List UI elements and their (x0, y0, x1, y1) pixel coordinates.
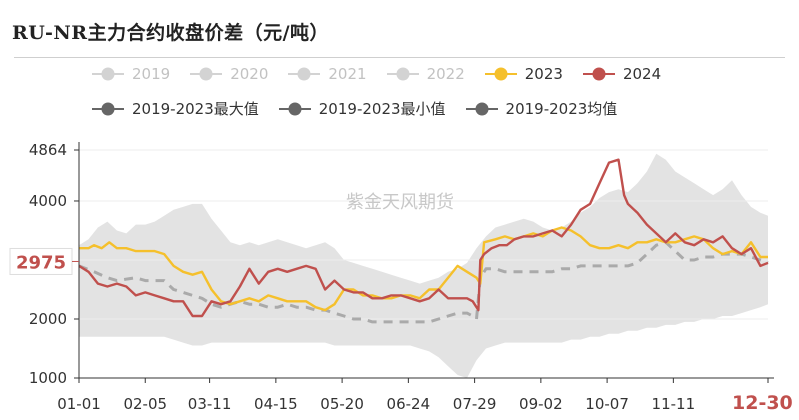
legend-item-2021[interactable]: 2021 (288, 65, 367, 83)
x-tick-label: 04-15 (254, 395, 298, 413)
legend-marker-icon (278, 102, 311, 115)
legend-marker-icon (92, 67, 124, 81)
legend-label: 2020 (230, 65, 269, 83)
legend-item-2022[interactable]: 2022 (386, 65, 465, 83)
x-tick-label: 09-02 (519, 395, 563, 413)
legend-row-years: 2019 2020 2021 2022 2023 2024 (92, 65, 681, 83)
legend-marker-icon (190, 67, 223, 81)
current-value-label: 2975 (16, 252, 66, 273)
axis-layer: 1000 2000 4000 4864 2975 01-01 02-05 03-11 04-15… (9, 141, 793, 414)
legend-label: 2019 (132, 65, 171, 83)
x-tick-label: 10-07 (585, 395, 629, 413)
legend-label: 2019-2023最大值 (132, 100, 259, 118)
legend-marker-icon (582, 67, 615, 81)
y-tick-label: 1000 (29, 369, 67, 387)
y-tick-label: 2000 (29, 310, 67, 328)
series-line-2019-2023均值 (78, 240, 769, 324)
x-tick-label: 05-20 (320, 395, 364, 413)
legend-label: 2024 (622, 65, 662, 83)
legend-marker-icon (386, 67, 419, 81)
legend-row-stats: 2019-2023最大值 2019-2023最小值 2019-2023均值 (92, 98, 637, 119)
legend-marker-icon (92, 102, 124, 115)
chart-title: RU-NR主力合约收盘价差（元/吨） (12, 22, 330, 44)
legend-item-2020[interactable]: 2020 (190, 65, 268, 83)
legend-item-2019[interactable]: 2019 (92, 65, 170, 83)
x-tick-label: 06-24 (387, 395, 431, 413)
title-divider (14, 57, 785, 58)
series-line-2023 (79, 226, 768, 312)
series-layer (78, 158, 769, 324)
y-tick-label: 4864 (29, 141, 67, 159)
current-date-label: 12-30 (732, 392, 793, 414)
legend-label: 2019-2023最小值 (318, 100, 446, 118)
watermark: 紫金天风期货 (346, 192, 454, 213)
band-layer (79, 153, 768, 378)
series-line-2024 (78, 158, 769, 318)
x-tick-label: 11-11 (652, 395, 696, 413)
x-tick-label: 07-29 (453, 395, 497, 413)
x-tick-label: 03-11 (188, 395, 232, 413)
legend-item-2024[interactable]: 2024 (582, 65, 662, 83)
legend-item-2019-2023最小值[interactable]: 2019-2023最小值 (278, 98, 446, 119)
legend-label: 2021 (328, 65, 367, 83)
legend-marker-icon (484, 67, 517, 81)
legend-label: 2022 (426, 65, 465, 83)
legend-label: 2023 (524, 65, 563, 83)
legend-item-2023[interactable]: 2023 (484, 65, 563, 83)
legend-label: 2019-2023均值 (505, 100, 618, 118)
x-tick-label: 01-01 (57, 395, 101, 413)
legend-item-2019-2023最大值[interactable]: 2019-2023最大值 (92, 98, 259, 119)
x-tick-label: 02-05 (123, 395, 167, 413)
y-tick-label: 4000 (29, 192, 67, 210)
watermark-layer: 紫金天风期货 (346, 192, 454, 213)
legend-marker-icon (288, 67, 321, 81)
legend-marker-icon (465, 102, 498, 115)
legend-item-2019-2023均值[interactable]: 2019-2023均值 (465, 98, 618, 119)
min-max-band (79, 153, 768, 378)
